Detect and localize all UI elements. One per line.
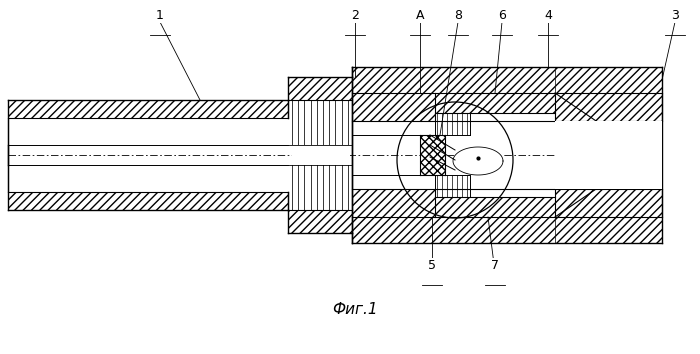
Bar bbox=[555, 189, 662, 217]
Bar bbox=[420, 135, 445, 175]
Bar bbox=[288, 210, 352, 233]
Bar bbox=[8, 192, 288, 210]
Bar bbox=[435, 197, 555, 217]
Bar bbox=[352, 217, 662, 243]
Bar bbox=[555, 217, 662, 243]
Polygon shape bbox=[453, 147, 503, 175]
Bar bbox=[352, 93, 435, 121]
Bar bbox=[292, 145, 350, 165]
Bar bbox=[435, 93, 555, 113]
Text: 8: 8 bbox=[454, 9, 462, 22]
Bar bbox=[555, 67, 662, 93]
Bar bbox=[8, 100, 288, 118]
Text: 3: 3 bbox=[671, 9, 679, 22]
Text: 4: 4 bbox=[544, 9, 552, 22]
Text: 6: 6 bbox=[498, 9, 506, 22]
Bar bbox=[288, 77, 352, 100]
Bar bbox=[555, 93, 662, 121]
Bar bbox=[352, 189, 435, 217]
Text: A: A bbox=[416, 9, 424, 22]
Text: Фиг.1: Фиг.1 bbox=[332, 303, 378, 318]
Text: 7: 7 bbox=[491, 259, 499, 272]
Bar bbox=[555, 121, 662, 189]
Bar bbox=[352, 67, 662, 93]
Text: 5: 5 bbox=[428, 259, 436, 272]
Text: 1: 1 bbox=[156, 9, 164, 22]
Text: 2: 2 bbox=[351, 9, 359, 22]
